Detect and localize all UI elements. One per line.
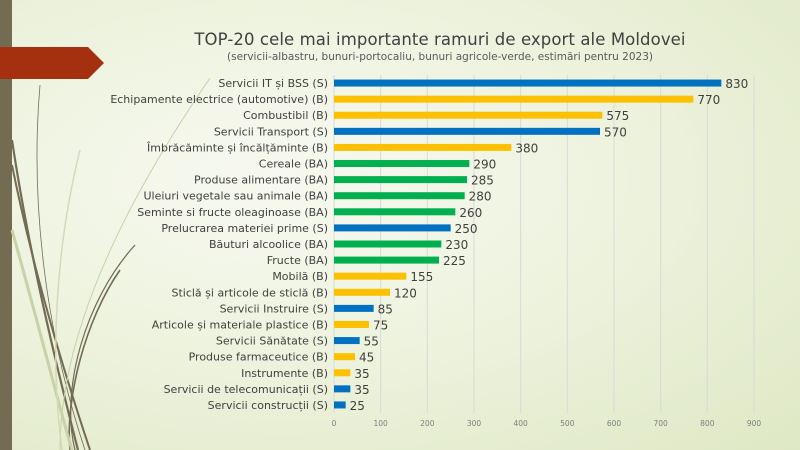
data-label: 830 [725,77,748,91]
x-tick-label: 800 [700,419,715,428]
data-label: 75 [373,318,388,332]
data-label: 230 [445,238,468,252]
data-label: 280 [469,190,492,204]
data-label: 35 [354,367,369,381]
data-label: 380 [515,141,538,155]
data-label: 155 [410,270,433,284]
category-label: Prelucrarea materiei prime (S) [161,222,328,235]
x-tick-label: 400 [514,419,529,428]
category-label: Sticlă și articole de sticlă (B) [171,286,328,299]
data-label: 260 [459,206,482,220]
category-label: Servicii Instruire (S) [220,302,328,315]
bar [334,320,369,328]
slide-left-accent-bar [0,0,12,450]
category-label: Băuturi alcoolice (BA) [209,238,328,251]
x-tick-label: 700 [654,419,669,428]
data-label: 55 [364,335,379,349]
data-label: 45 [359,351,374,365]
data-label: 225 [443,254,466,268]
data-label: 770 [697,93,720,107]
bar [334,288,390,296]
bar [334,95,694,103]
red-arrow-ribbon [0,47,104,79]
data-label: 290 [473,158,496,172]
category-label: Produse alimentare (BA) [194,174,328,187]
data-label: 120 [394,286,417,300]
category-label: Articole și materiale plastice (B) [152,318,328,331]
bar [334,240,442,248]
data-label: 575 [606,109,629,123]
category-label: Servicii de telecomunicații (S) [164,383,328,396]
category-label: Servicii Transport (S) [214,125,328,138]
bar [334,401,346,409]
category-label: Cereale (BA) [259,158,328,171]
bar [334,353,355,361]
bar [334,111,603,119]
bar [334,256,439,264]
category-label: Mobilă (B) [272,270,328,283]
x-tick-label: 100 [374,419,389,428]
chart-title: TOP-20 cele mai importante ramuri de exp… [194,30,686,49]
category-label: Seminte si fructe oleaginoase (BA) [137,206,328,219]
decorative-curves [10,77,211,450]
category-label: Produse farmaceutice (B) [189,351,328,364]
x-tick-label: 500 [560,419,575,428]
data-label: 25 [350,399,365,413]
bar [334,337,360,345]
x-tick-label: 200 [420,419,435,428]
x-tick-label: 600 [607,419,622,428]
chart-subtitle: (servicii-albastru, bunuri-portocaliu, b… [227,51,653,63]
category-label: Combustibil (B) [243,109,328,122]
bar [334,385,351,393]
category-label: Echipamente electrice (automotive) (B) [110,93,328,106]
category-label: Servicii construcții (S) [208,399,328,412]
bar [334,160,470,168]
category-label: Instrumente (B) [241,367,328,380]
bar [334,272,407,280]
category-label: Uleiuri vegetale sau animale (BA) [143,190,328,203]
bar [334,224,451,232]
data-label: 250 [455,222,478,236]
bar [334,127,600,135]
category-label: Fructe (BA) [267,254,328,267]
bar [334,369,351,377]
category-label: Servicii IT și BSS (S) [218,77,328,90]
data-label: 35 [354,383,369,397]
x-tick-label: 0 [332,419,337,428]
bar [334,208,456,216]
data-label: 570 [604,125,627,139]
data-label: 285 [471,174,494,188]
bar [334,79,722,87]
bar [334,176,467,184]
data-label: 85 [378,302,393,316]
x-tick-label: 300 [467,419,482,428]
bar [334,304,374,312]
bar [334,143,512,151]
category-label: Servicii Sănătate (S) [216,335,328,348]
category-label: Îmbrăcăminte și încălțăminte (B) [146,141,328,154]
bar [334,192,465,200]
x-tick-label: 900 [747,419,762,428]
